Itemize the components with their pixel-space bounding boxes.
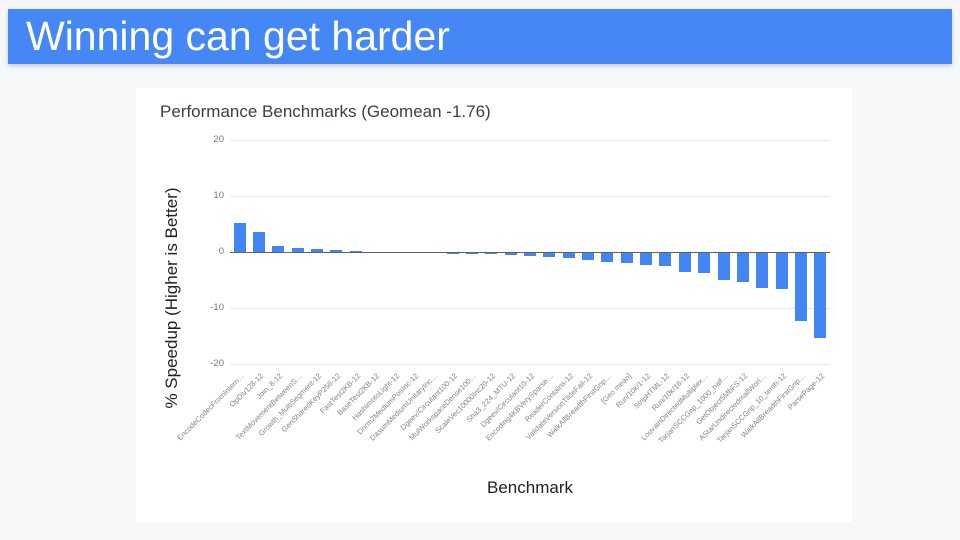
y-tick-label: -20 bbox=[210, 358, 224, 369]
y-tick-label: 10 bbox=[213, 190, 224, 201]
slide-title-bar: Winning can get harder bbox=[8, 9, 952, 64]
y-tick-label: 20 bbox=[213, 134, 224, 145]
y-axis-title: % Speedup (Higher is Better) bbox=[162, 187, 181, 409]
plot-area bbox=[230, 140, 830, 365]
bar bbox=[330, 250, 343, 252]
bar bbox=[562, 253, 575, 259]
bar bbox=[775, 253, 788, 289]
bar bbox=[543, 253, 556, 257]
zero-axis-line bbox=[230, 252, 830, 253]
bar bbox=[272, 245, 285, 252]
bar bbox=[311, 248, 324, 252]
x-axis-title: Benchmark bbox=[487, 478, 573, 497]
bar bbox=[233, 222, 246, 252]
bar bbox=[814, 253, 827, 339]
bar bbox=[736, 253, 749, 283]
gridline bbox=[230, 364, 830, 365]
bar bbox=[485, 253, 498, 254]
bar bbox=[291, 247, 304, 252]
bar bbox=[756, 253, 769, 288]
bar bbox=[524, 253, 536, 256]
bar bbox=[504, 253, 517, 255]
chart-title: Performance Benchmarks (Geomean -1.76) bbox=[160, 102, 491, 121]
chart-card: Performance Benchmarks (Geomean -1.76) %… bbox=[136, 88, 852, 522]
bar bbox=[794, 253, 807, 322]
bar bbox=[659, 253, 672, 267]
y-tick-label: 0 bbox=[218, 246, 224, 257]
bar bbox=[601, 253, 614, 262]
y-tick-label: -10 bbox=[210, 302, 224, 313]
bar bbox=[678, 253, 691, 273]
bar bbox=[253, 232, 266, 252]
gridline bbox=[230, 196, 830, 197]
bar bbox=[349, 251, 362, 252]
slide-title: Winning can get harder bbox=[26, 13, 450, 59]
bar bbox=[640, 253, 653, 266]
bar bbox=[698, 253, 711, 273]
gridline bbox=[230, 140, 830, 141]
bar bbox=[620, 253, 633, 263]
gridline bbox=[230, 308, 830, 309]
bar bbox=[582, 253, 595, 260]
bar bbox=[717, 253, 730, 281]
